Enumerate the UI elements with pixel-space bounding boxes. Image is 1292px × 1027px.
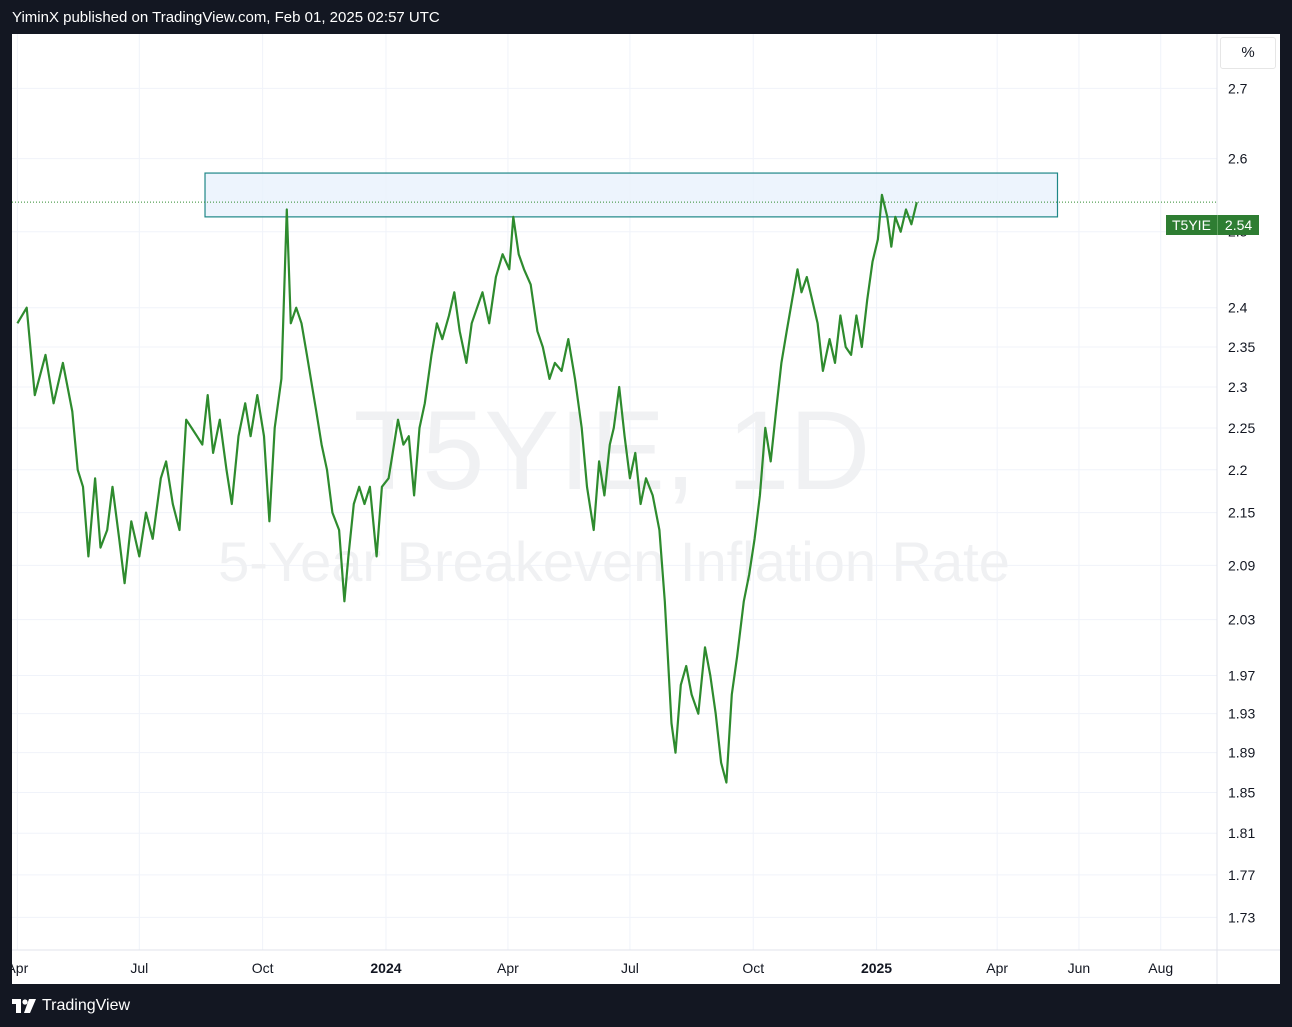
- last-price-label: T5YIE 2.54: [1166, 215, 1260, 235]
- x-tick-label: Apr: [12, 960, 29, 976]
- y-tick-label: 2.6: [1228, 151, 1248, 167]
- brand[interactable]: TradingView: [12, 997, 130, 1015]
- x-tick-label: Aug: [1148, 960, 1173, 976]
- y-tick-label: 2.2: [1228, 462, 1248, 478]
- x-tick-label: Jul: [621, 960, 639, 976]
- y-tick-label: 2.4: [1228, 300, 1248, 316]
- y-tick-label: 1.93: [1228, 706, 1255, 722]
- x-tick-label: 2024: [370, 960, 401, 976]
- price-axis[interactable]: 2.72.62.52.42.352.32.252.22.152.092.031.…: [1228, 80, 1255, 925]
- x-tick-label: Jul: [130, 960, 148, 976]
- chart-panel[interactable]: T5YIE, 1D 5-Year Breakeven Inflation Rat…: [12, 34, 1280, 984]
- y-tick-label: 2.09: [1228, 557, 1255, 573]
- x-tick-label: 2025: [861, 960, 892, 976]
- time-axis[interactable]: Apr Jul Oct 2024 Apr Jul Oct 2025 Apr Jun Aug: [12, 960, 1173, 976]
- last-price-symbol: T5YIE: [1166, 215, 1218, 235]
- unit-text: %: [1241, 44, 1255, 61]
- y-tick-label: 2.35: [1228, 339, 1255, 355]
- y-tick-label: 2.7: [1228, 80, 1248, 96]
- zone-layer: [12, 172, 1217, 218]
- y-tick-label: 2.15: [1228, 505, 1255, 521]
- x-tick-label: Apr: [497, 960, 519, 976]
- y-tick-label: 1.77: [1228, 867, 1255, 883]
- x-tick-label: Oct: [742, 960, 764, 976]
- y-tick-label: 2.03: [1228, 612, 1255, 628]
- publish-info: YiminX published on TradingView.com, Feb…: [12, 9, 440, 26]
- publish-header: YiminX published on TradingView.com, Feb…: [0, 0, 1292, 34]
- y-tick-label: 2.3: [1228, 379, 1248, 395]
- watermark-symbol: T5YIE, 1D: [354, 388, 871, 513]
- x-tick-label: Apr: [986, 960, 1008, 976]
- watermark-name: 5-Year Breakeven Inflation Rate: [218, 530, 1010, 593]
- y-tick-label: 1.85: [1228, 785, 1255, 801]
- y-tick-label: 1.89: [1228, 745, 1255, 761]
- last-price-value: 2.54: [1217, 215, 1260, 235]
- price-line[interactable]: [16, 193, 918, 784]
- footer: TradingView: [0, 984, 1292, 1027]
- brand-name: TradingView: [42, 997, 131, 1014]
- tradingview-logo-icon: [12, 999, 36, 1013]
- y-tick-label: 2.25: [1228, 420, 1255, 436]
- price-chart[interactable]: T5YIE, 1D 5-Year Breakeven Inflation Rat…: [12, 34, 1280, 984]
- x-tick-label: Oct: [252, 960, 274, 976]
- y-tick-label: 1.73: [1228, 909, 1255, 925]
- y-tick-label: 1.97: [1228, 667, 1255, 683]
- resistance-zone-rectangle[interactable]: [204, 172, 1059, 218]
- grid-lines: [12, 34, 1217, 950]
- x-tick-label: Jun: [1068, 960, 1091, 976]
- unit-label[interactable]: %: [1220, 37, 1276, 69]
- y-tick-label: 1.81: [1228, 825, 1255, 841]
